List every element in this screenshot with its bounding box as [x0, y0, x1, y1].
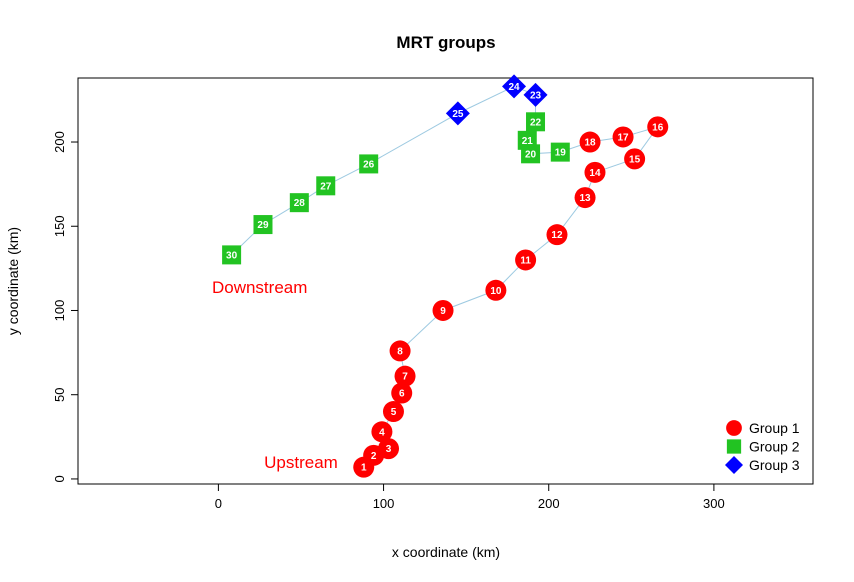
point-marker: [485, 279, 507, 301]
point-label: 21: [522, 136, 534, 147]
point-marker: [526, 112, 546, 132]
point-label: 19: [555, 148, 567, 159]
plot-frame: [77, 77, 814, 485]
point-label: 30: [226, 250, 238, 261]
point-marker: [523, 82, 548, 107]
y-tick-label: 200: [52, 131, 67, 153]
legend: Group 1 Group 2 Group 3: [725, 420, 800, 474]
point-label: 12: [551, 230, 563, 241]
y-tick-label: 100: [52, 300, 67, 322]
x-tick-label: 300: [703, 496, 725, 511]
point-marker: [550, 142, 570, 162]
point-label: 11: [520, 255, 531, 266]
point-label: 20: [525, 149, 537, 160]
point-marker: [432, 299, 454, 321]
point-marker: [502, 74, 527, 99]
point-label: 7: [402, 372, 408, 383]
point-marker: [391, 382, 413, 404]
point-marker: [289, 193, 309, 213]
point-label: 1: [361, 463, 367, 474]
point-label: 14: [589, 168, 601, 179]
point-label: 29: [257, 220, 269, 231]
point-marker: [612, 126, 634, 148]
point-label: 24: [508, 82, 520, 93]
point-label: 5: [391, 407, 397, 418]
x-tick-label: 200: [538, 496, 560, 511]
y-axis-label: y coordinate (km): [5, 227, 21, 335]
y-tick-label: 50: [52, 387, 67, 401]
point-marker: [394, 365, 416, 387]
point-marker: [445, 101, 470, 126]
point-marker: [378, 438, 400, 460]
point-marker: [389, 340, 411, 362]
point-marker: [574, 187, 596, 209]
point-label: 18: [584, 138, 596, 149]
point-label: 9: [440, 306, 446, 317]
point-label: 4: [379, 427, 385, 438]
x-axis-label: x coordinate (km): [392, 544, 500, 560]
annotation-label: Upstream: [264, 453, 338, 472]
point-label: 3: [386, 444, 392, 455]
y-tick-label: 150: [52, 215, 67, 237]
point-label: 8: [397, 346, 403, 357]
y-axis: 0 50 100 150 200: [52, 131, 79, 483]
point-marker: [371, 421, 393, 443]
data-points: 1234567891011121314151617181920212223242…: [222, 74, 669, 478]
point-marker: [546, 224, 568, 246]
point-marker: [579, 131, 601, 153]
point-marker: [316, 176, 336, 196]
annotation-label: Downstream: [212, 278, 307, 297]
point-label: 23: [530, 90, 542, 101]
legend-label: Group 3: [749, 457, 800, 473]
point-label: 26: [363, 159, 375, 170]
point-label: 2: [371, 451, 377, 462]
legend-marker: [726, 439, 742, 454]
y-tick-label: 0: [52, 475, 67, 482]
x-tick-label: 0: [215, 496, 222, 511]
point-label: 6: [399, 389, 405, 400]
point-marker: [624, 148, 646, 170]
legend-label: Group 2: [749, 439, 800, 455]
legend-marker: [725, 456, 743, 474]
point-marker: [253, 215, 273, 235]
legend-marker: [726, 420, 742, 436]
x-axis: 0 100 200 300: [215, 483, 725, 511]
point-label: 27: [320, 181, 332, 192]
legend-label: Group 1: [749, 420, 800, 436]
point-label: 17: [617, 132, 629, 143]
point-label: 13: [580, 193, 592, 204]
point-marker: [515, 249, 537, 271]
point-label: 16: [652, 122, 664, 133]
point-marker: [517, 130, 537, 150]
point-marker: [359, 154, 379, 174]
point-label: 28: [294, 198, 306, 209]
annotations: Upstream Downstream: [212, 278, 338, 472]
point-marker: [222, 245, 242, 265]
point-marker: [382, 401, 404, 423]
point-label: 25: [452, 109, 464, 120]
x-tick-label: 100: [373, 496, 395, 511]
chart-title: MRT groups: [396, 33, 495, 52]
point-label: 10: [490, 286, 502, 297]
point-marker: [584, 161, 606, 183]
point-label: 15: [629, 154, 641, 165]
point-marker: [647, 116, 669, 138]
point-label: 22: [530, 117, 542, 128]
